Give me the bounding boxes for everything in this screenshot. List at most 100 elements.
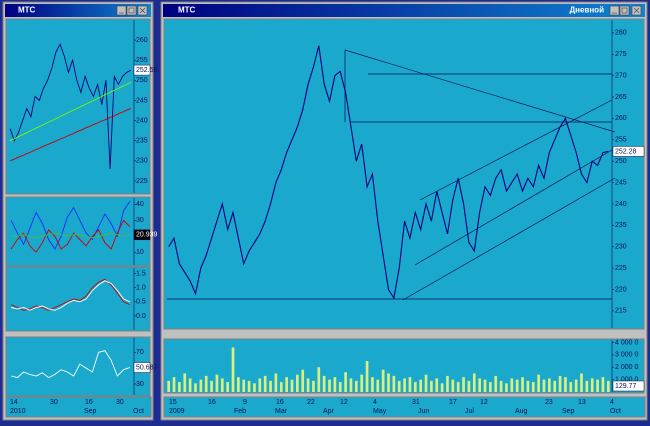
- volume-bar: [499, 380, 503, 392]
- y-tick-label: 225: [136, 178, 148, 185]
- pane: [163, 18, 645, 330]
- volume-bar: [360, 374, 364, 392]
- y-tick-label: 2 000 0: [615, 364, 638, 371]
- volume-bar: [446, 375, 449, 392]
- volume-bar: [451, 379, 455, 392]
- y-tick-label: 245: [615, 179, 627, 186]
- volume-bar: [226, 382, 229, 392]
- window-buttons[interactable]: [116, 5, 148, 16]
- x-day-label: 30: [116, 399, 124, 406]
- volume-bar: [188, 378, 192, 392]
- x-day-label: 17: [449, 399, 457, 406]
- window-buttons[interactable]: [609, 5, 642, 16]
- x-month-label: May: [373, 408, 387, 415]
- volume-bar: [531, 382, 535, 392]
- volume-bar: [515, 379, 519, 392]
- volume-bar: [526, 380, 530, 392]
- y-tick-label: 0.5: [136, 299, 146, 306]
- volume-bar: [215, 374, 219, 392]
- last-value-tag: [612, 380, 645, 392]
- volume-bar: [220, 378, 224, 392]
- volume-bar: [580, 373, 583, 392]
- x-month-label: Jul: [465, 408, 474, 415]
- x-day-label: 4: [610, 399, 614, 406]
- price-line: [10, 278, 131, 311]
- last-value-tag: [133, 229, 151, 241]
- volume-bar: [328, 379, 331, 392]
- price-line: [10, 350, 131, 379]
- price-line: [9, 42, 132, 169]
- x-day-label: 4: [373, 399, 377, 406]
- volume-bar: [574, 379, 578, 392]
- volume-bar: [397, 380, 401, 392]
- y-tick-label: 4 000 0: [615, 339, 638, 346]
- trend-line: [419, 99, 613, 201]
- window-title: МТС: [18, 6, 36, 15]
- volume-bar: [548, 378, 551, 392]
- x-month-label: Oct: [133, 408, 144, 415]
- volume-bar: [285, 377, 288, 392]
- title-bar[interactable]: [163, 4, 645, 17]
- volume-bar: [253, 383, 256, 392]
- volume-bar: [537, 374, 540, 392]
- last-value-label: 20.939: [136, 232, 158, 239]
- volume-bar: [606, 380, 610, 392]
- y-tick-label: 275: [615, 51, 627, 58]
- volume-bar: [585, 380, 589, 392]
- y-tick-label: 1.5: [136, 270, 146, 277]
- x-axis: [163, 396, 646, 418]
- volume-bar: [172, 377, 176, 392]
- interval-label: Дневной: [569, 6, 604, 15]
- volume-bar: [403, 378, 406, 392]
- price-line: [11, 280, 131, 311]
- x-month-label: Oct: [610, 408, 621, 415]
- pane: [5, 266, 151, 332]
- y-tick-label: 235: [136, 138, 148, 145]
- volume-bar: [296, 374, 299, 392]
- volume-bar: [258, 378, 262, 392]
- y-tick-label: 250: [615, 158, 627, 165]
- volume-bar: [430, 380, 433, 392]
- volume-bar: [456, 382, 460, 392]
- y-tick-label: 260: [615, 115, 627, 122]
- volume-bar: [183, 373, 187, 392]
- volume-bar: [178, 382, 181, 392]
- title-bar[interactable]: [5, 4, 151, 17]
- volume-bar: [510, 378, 514, 392]
- volume-bar: [462, 377, 465, 392]
- volume-bar: [210, 380, 213, 392]
- x-month-label: Mar: [275, 408, 288, 415]
- y-tick-label: 250: [136, 77, 148, 84]
- y-tick-label: 1.0: [136, 285, 146, 292]
- pane: [5, 336, 151, 397]
- window-title: МТС: [178, 6, 196, 15]
- volume-bar: [237, 377, 240, 392]
- y-tick-label: 230: [615, 244, 627, 251]
- volume-bar: [269, 380, 272, 392]
- volume-bar: [376, 379, 380, 392]
- volume-bar: [569, 382, 573, 392]
- y-tick-label: 270: [615, 72, 627, 79]
- volume-bar: [365, 361, 369, 392]
- y-tick-label: 0.0: [136, 313, 146, 320]
- volume-bar: [392, 375, 396, 392]
- last-value-label: 252.55: [136, 67, 158, 74]
- volume-bar: [199, 379, 203, 392]
- y-tick-label: 70: [136, 349, 144, 356]
- volume-bar: [505, 383, 508, 392]
- volume-bar: [564, 377, 567, 392]
- price-line: [10, 219, 131, 253]
- volume-bar: [419, 379, 423, 392]
- y-tick-label: 215: [615, 308, 627, 315]
- y-tick-label: 240: [136, 117, 148, 124]
- volume-bar: [371, 377, 374, 392]
- y-tick-label: 30: [136, 381, 144, 388]
- last-value-label: 252.28: [615, 148, 637, 155]
- volume-bar: [306, 378, 310, 392]
- y-tick-label: 220: [615, 286, 627, 293]
- x-day-label: 16: [208, 399, 216, 406]
- y-tick-label: 255: [615, 137, 627, 144]
- y-tick-label: 260: [136, 37, 148, 44]
- volume-bar: [440, 383, 444, 392]
